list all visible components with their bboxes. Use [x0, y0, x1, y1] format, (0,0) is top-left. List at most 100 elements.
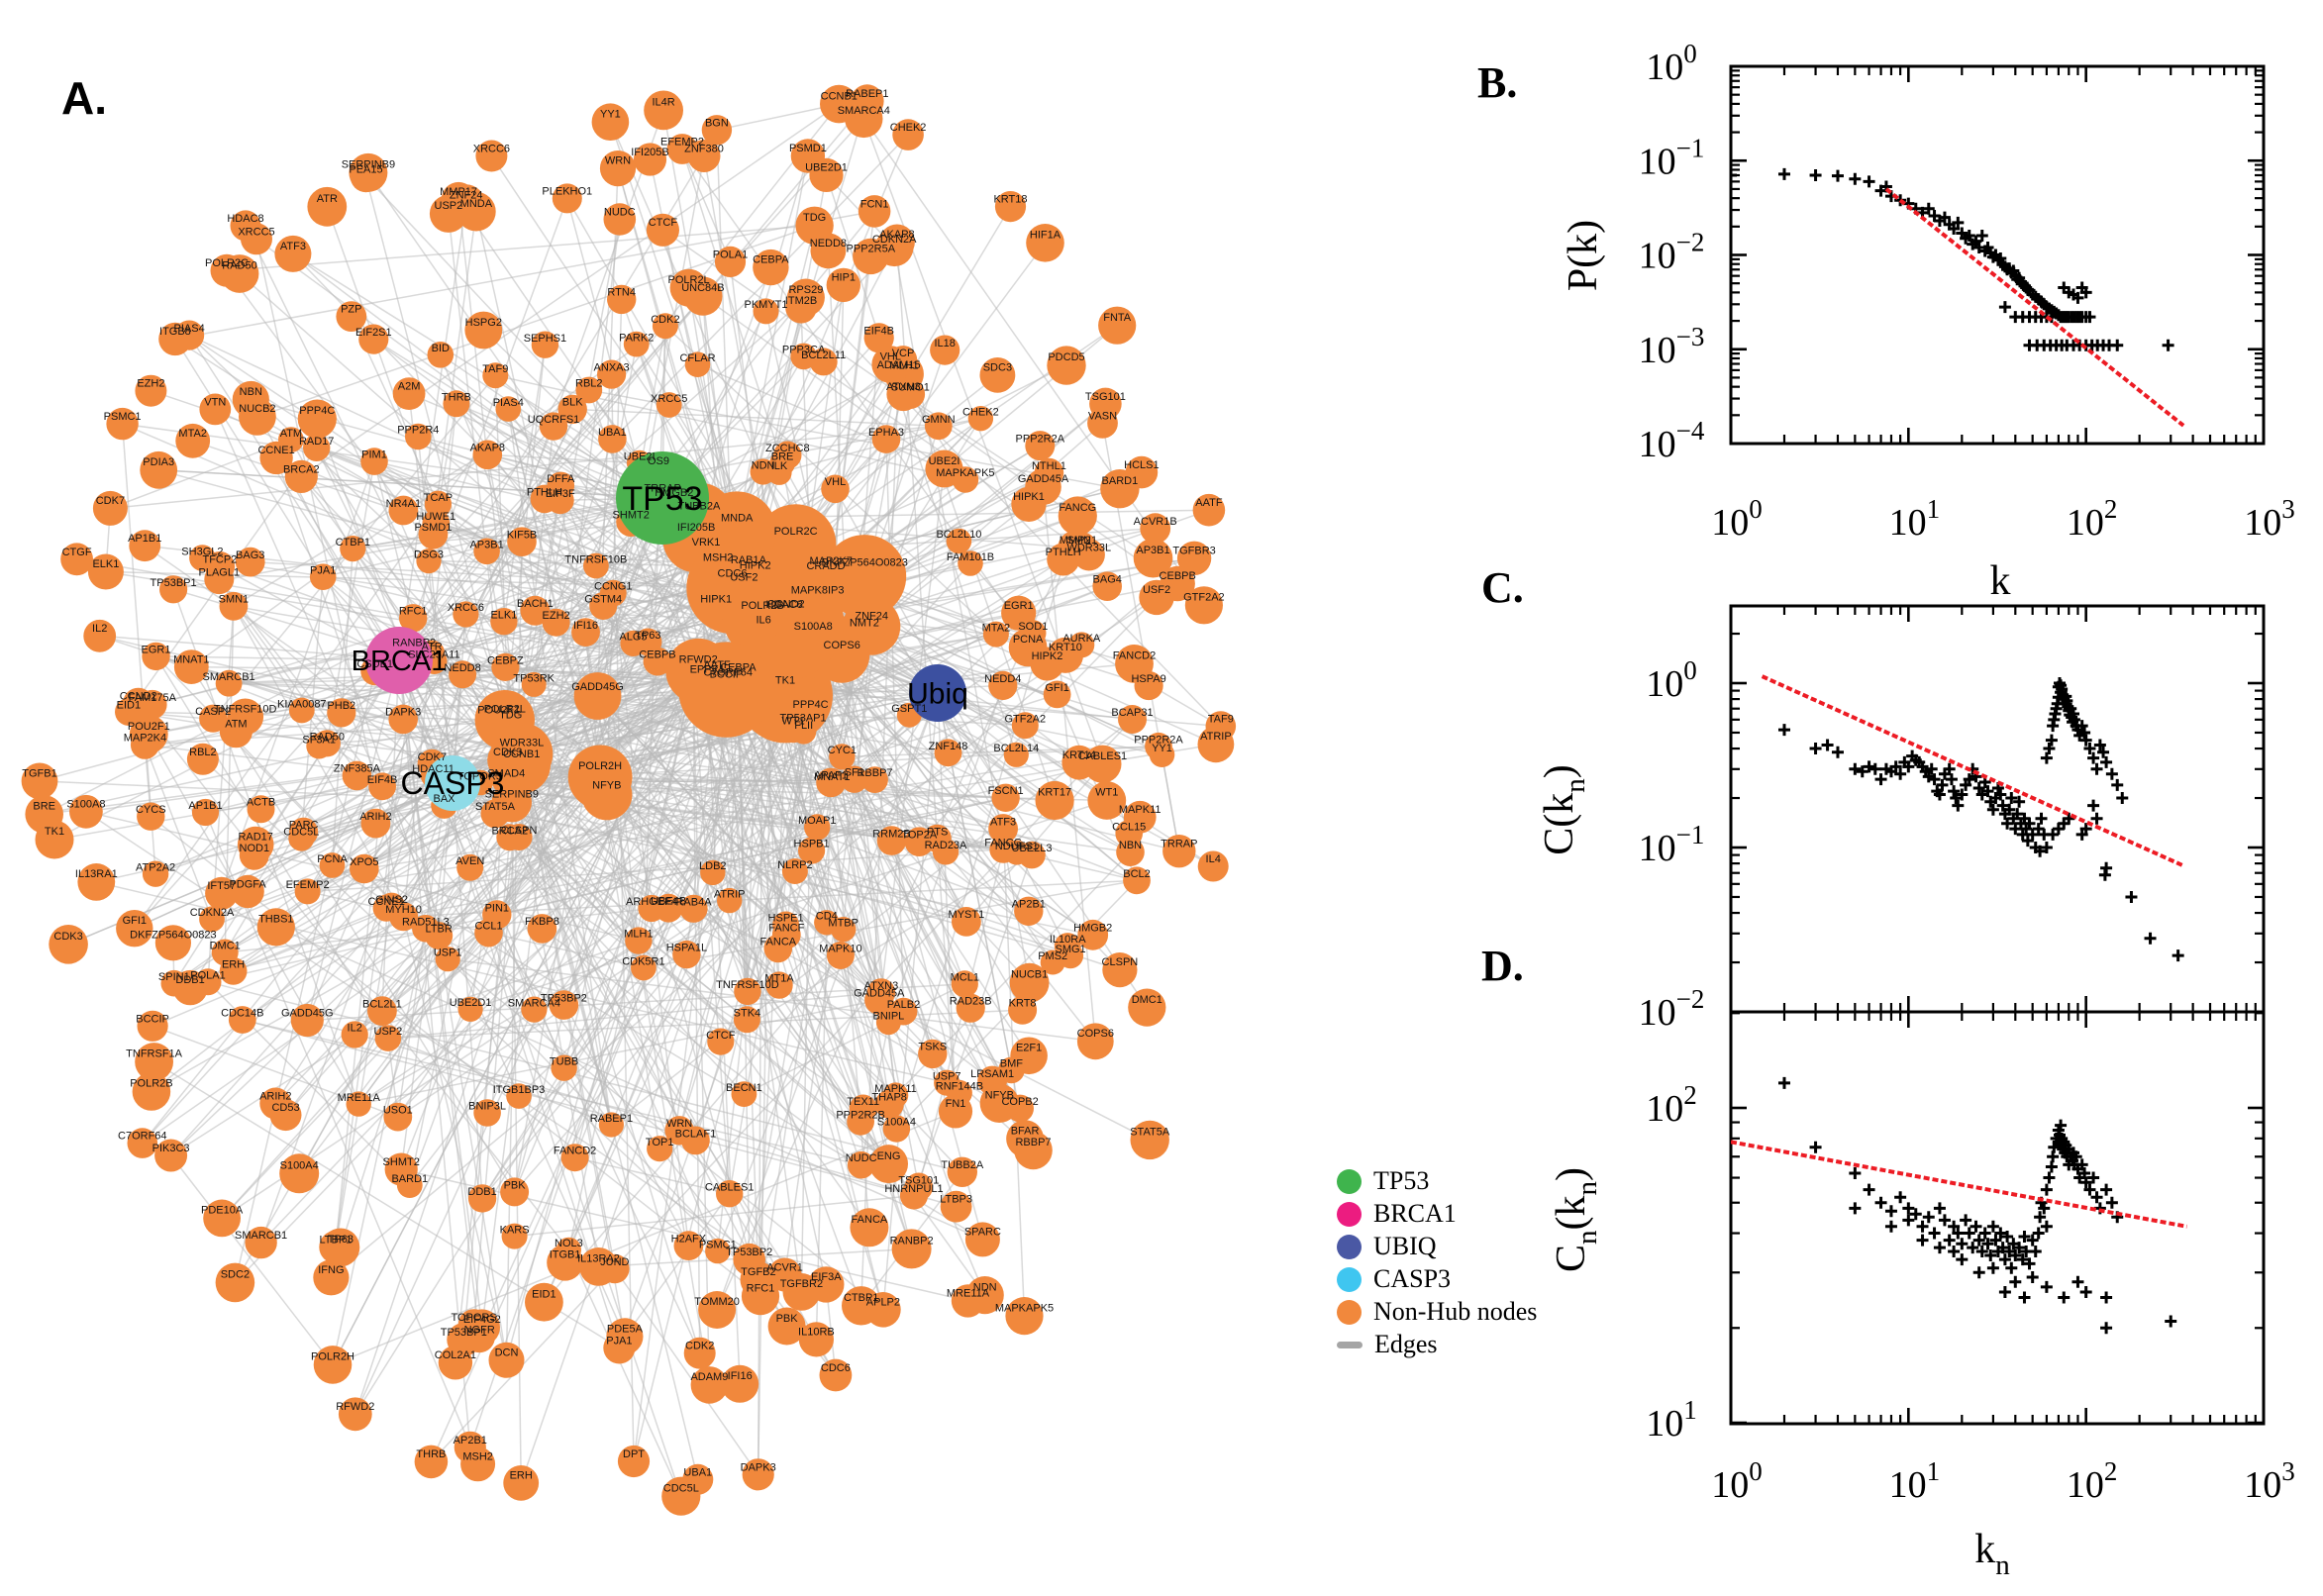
network-node-label: HUWE1 — [416, 511, 455, 523]
data-point — [2105, 767, 2118, 780]
network-node — [923, 824, 952, 853]
network-node-label: GTF2A2 — [1183, 592, 1225, 604]
data-point — [2087, 799, 2100, 812]
network-node — [956, 993, 985, 1023]
network-node — [573, 672, 622, 720]
network-node-label: RPS29 — [788, 284, 823, 296]
data-point — [2071, 291, 2084, 304]
network-node — [456, 853, 484, 881]
network-node — [705, 1238, 731, 1264]
network-node-label: TUBB2A — [941, 1159, 983, 1171]
data-point — [2040, 1280, 2053, 1293]
data-point — [2005, 792, 2018, 805]
network-node-label: TP63 — [635, 630, 660, 642]
data-point — [1856, 765, 1868, 778]
network-node — [1192, 493, 1226, 527]
network-node-label: CCNE1 — [368, 896, 405, 908]
y-tick-label: 10−1 — [1639, 133, 1705, 182]
network-node-label: UBE2D1 — [450, 997, 492, 1009]
network-node-label: A2M — [398, 381, 421, 393]
network-node-label: CDC6 — [821, 1362, 851, 1374]
data-point — [1849, 1202, 1862, 1215]
panel-label-c: C. — [1481, 563, 1524, 612]
network-node-label: UQCRFS1 — [528, 414, 580, 426]
x-axis-title: kn — [1974, 1527, 2010, 1581]
data-point — [2021, 835, 2034, 848]
network-node-label: KRT8 — [1009, 998, 1037, 1010]
network-node — [607, 284, 637, 315]
network-node-label: CDK2 — [651, 314, 679, 326]
network-node — [284, 459, 318, 493]
network-node — [1123, 866, 1151, 895]
network-node-label: GADD45G — [281, 1007, 334, 1019]
data-point — [1933, 1202, 1946, 1215]
network-node-label: NUCB1 — [1011, 969, 1048, 981]
network-node — [679, 894, 708, 923]
network-node-label: USF2 — [1143, 584, 1170, 596]
network-node-label: HSPE1 — [768, 913, 804, 925]
data-point — [1916, 1234, 1929, 1247]
network-node-label: MTBP — [828, 918, 858, 930]
network-node-label: TP53BP2 — [541, 992, 587, 1004]
network-labels-layer: POLR2C MNDA IFI205B POLR2B ZNF24 USF2 DKFZP564… — [22, 88, 1234, 1494]
network-edge — [624, 1193, 731, 1338]
data-point — [1945, 773, 1958, 786]
network-edge — [303, 752, 523, 834]
network-edge — [732, 155, 809, 555]
network-node-label: WT1 — [1095, 787, 1118, 799]
network-node-label: BAG4 — [1093, 574, 1122, 586]
network-node-label: ALG5 — [619, 632, 647, 644]
network-edge — [402, 462, 641, 918]
network-node-label: SMARCA4 — [508, 997, 560, 1009]
network-edge — [358, 999, 879, 1105]
network-node-label: AP2B1 — [454, 1435, 487, 1446]
network-node-label: BRCA2 — [491, 825, 528, 837]
network-node-label: EGR1 — [142, 644, 171, 655]
network-node-label: XRCC5 — [651, 393, 687, 405]
network-edge — [226, 225, 815, 272]
network-node-label: EFEMP2 — [660, 137, 704, 149]
network-node — [467, 1184, 497, 1213]
network-node — [279, 1153, 320, 1194]
network-node-label: TP53AP1 — [780, 713, 827, 725]
data-point — [1821, 739, 1834, 751]
network-node-label: NFYB — [592, 779, 621, 791]
network-node-label: UBE2L3 — [1012, 843, 1053, 854]
network-node-label: ITGB1BP3 — [493, 1084, 546, 1096]
network-node-label: PARC — [289, 820, 319, 832]
network-node-label: IL2 — [348, 1023, 362, 1035]
network-node-label: FSCN1 — [988, 785, 1024, 797]
network-node-label: KRT10 — [1049, 642, 1082, 653]
network-node-label: CYCS — [136, 804, 166, 816]
legend-label: TP53 — [1373, 1166, 1430, 1195]
network-node-label: ZNF385A — [334, 763, 381, 775]
data-point — [2090, 1191, 2103, 1204]
network-node-label: LTBP3 — [940, 1194, 972, 1206]
network-node — [525, 1282, 563, 1322]
data-point — [2071, 1275, 2084, 1288]
network-node-label: RRM2B — [872, 828, 911, 840]
network-node-label: MNAT1 — [173, 653, 209, 665]
network-node — [399, 604, 428, 633]
network-node — [199, 704, 228, 733]
network-edge — [400, 782, 454, 1170]
x-tick-label: 101 — [1889, 494, 1941, 544]
network-edge — [495, 374, 966, 481]
network-edge — [681, 149, 783, 464]
network-node-label: HMGB2 — [655, 487, 693, 499]
network-node — [947, 1156, 977, 1188]
network-node — [1058, 496, 1097, 536]
data-point — [2032, 823, 2045, 836]
data-point — [2040, 751, 2053, 764]
network-node — [491, 765, 521, 795]
network-edge — [697, 363, 945, 470]
network-node-label: PMS2 — [1038, 950, 1067, 962]
network-edge — [233, 605, 727, 691]
network-node — [924, 412, 953, 441]
network-node-label: DDB1 — [175, 974, 204, 986]
network-edge — [233, 907, 387, 972]
network-edge — [332, 1110, 957, 1366]
data-point — [2075, 1158, 2088, 1171]
network-node — [341, 1021, 368, 1048]
network-node — [1054, 933, 1081, 959]
